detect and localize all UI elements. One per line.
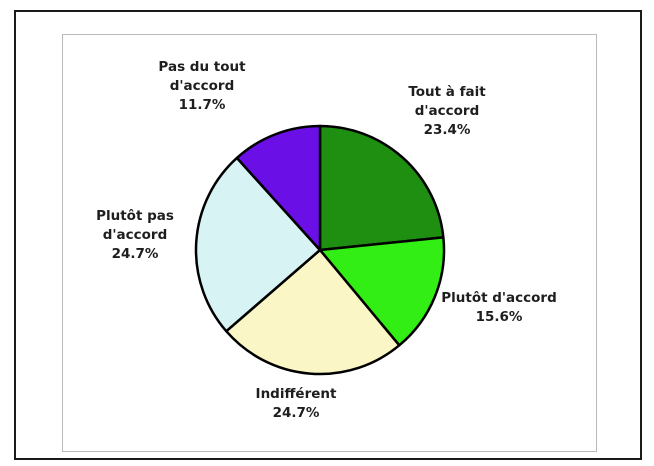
pie-slice-indifferent — [225, 248, 401, 376]
pie-slice-pas-du-tout-d-accord — [235, 124, 322, 252]
slice-label-indifferent: Indifférent 24.7% — [256, 386, 337, 421]
slice-label-plutot-pas-d-accord: Plutôt pas d'accord 24.7% — [96, 208, 174, 262]
pie-slice-plutot-d-accord — [318, 236, 446, 347]
slice-name-pas-du-tout-d-accord: d'accord — [170, 78, 235, 94]
slice-percent-plutot-d-accord: 15.6% — [476, 309, 523, 325]
slice-percent-plutot-pas-d-accord: 24.7% — [112, 246, 159, 262]
slice-label-pas-du-tout-d-accord: Pas du tout d'accord 11.7% — [158, 59, 246, 113]
slice-name-pas-du-tout-d-accord: Pas du tout — [158, 59, 246, 75]
pie-labels: Tout à fait d'accord 23.4% Plutôt d'accord 1… — [96, 59, 557, 421]
slice-percent-pas-du-tout-d-accord: 11.7% — [179, 97, 226, 113]
slice-label-plutot-d-accord: Plutôt d'accord 15.6% — [441, 290, 557, 325]
slice-name-plutot-pas-d-accord: d'accord — [103, 227, 168, 243]
slice-percent-tout-a-fait-d-accord: 23.4% — [424, 122, 471, 138]
slice-name-tout-a-fait-d-accord: Tout à fait — [408, 84, 486, 100]
pie-slices — [194, 124, 446, 376]
slice-name-indifferent: Indifférent — [256, 386, 337, 402]
slice-name-plutot-d-accord: Plutôt d'accord — [441, 290, 557, 306]
slice-label-tout-a-fait-d-accord: Tout à fait d'accord 23.4% — [408, 84, 486, 138]
slice-percent-indifferent: 24.7% — [273, 405, 320, 421]
pie-slice-tout-a-fait-d-accord — [318, 124, 445, 252]
slice-name-tout-a-fait-d-accord: d'accord — [415, 103, 480, 119]
slice-name-plutot-pas-d-accord: Plutôt pas — [96, 208, 174, 224]
pie-slice-plutot-pas-d-accord — [194, 156, 322, 333]
